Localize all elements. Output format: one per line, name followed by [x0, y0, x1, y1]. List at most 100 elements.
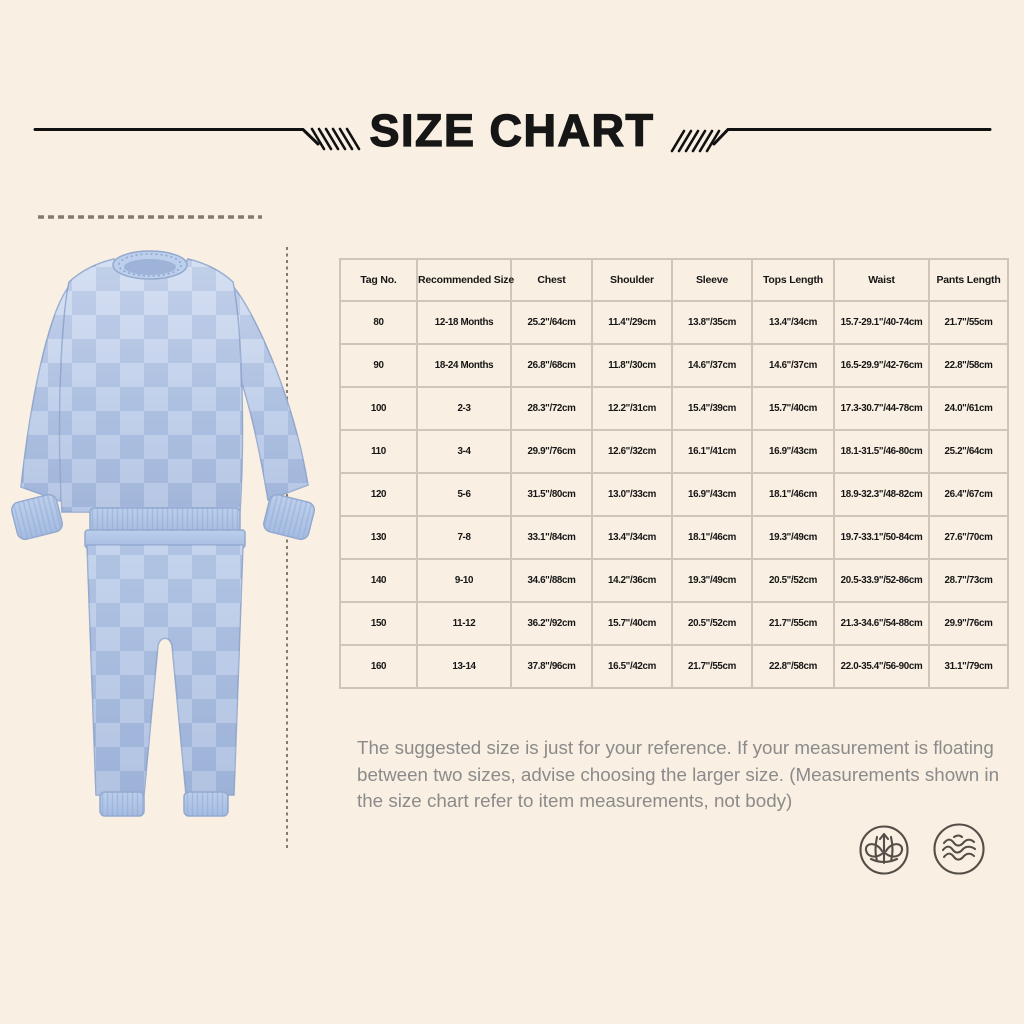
table-cell: 150 [339, 601, 418, 646]
table-cell: 5-6 [416, 472, 512, 517]
table-cell: 160 [339, 644, 418, 689]
table-cell: 80 [339, 300, 418, 345]
pajama-pants [86, 544, 244, 796]
table-cell: 16.5-29.9"/42-76cm [833, 343, 930, 388]
column-header: Shoulder [591, 258, 673, 302]
table-cell: 21.3-34.6"/54-88cm [833, 601, 930, 646]
table-cell: 7-8 [416, 515, 512, 560]
table-row: 110 3-4 29.9"/76cm 12.6"/32cm 16.1"/41cm 16.9… [339, 429, 1009, 474]
table-cell: 25.2"/64cm [510, 300, 593, 345]
table-row: 120 5-6 31.5"/80cm 13.0"/33cm 16.9"/43cm 18.1… [339, 472, 1009, 517]
table-row: 130 7-8 33.1"/84cm 13.4"/34cm 18.1"/46cm 19.3… [339, 515, 1009, 560]
column-header: Tops Length [751, 258, 835, 302]
sleeve-cuffs [11, 493, 315, 541]
column-header: Tag No. [339, 258, 418, 302]
table-cell: 22.8"/58cm [928, 343, 1009, 388]
table-cell: 20.5-33.9"/52-86cm [833, 558, 930, 603]
table-cell: 16.9"/43cm [671, 472, 753, 517]
table-cell: 31.1"/79cm [928, 644, 1009, 689]
table-cell: 13.4"/34cm [751, 300, 835, 345]
table-cell: 15.7"/40cm [751, 386, 835, 431]
table-row: 80 12-18 Months 25.2"/64cm 11.4"/29cm 13.8"/… [339, 300, 1009, 345]
table-cell: 110 [339, 429, 418, 474]
ribbed-collar [112, 250, 188, 280]
table-cell: 19.3"/49cm [671, 558, 753, 603]
table-row: 140 9-10 34.6"/88cm 14.2"/36cm 19.3"/49cm 20.… [339, 558, 1009, 603]
table-cell: 37.8"/96cm [510, 644, 593, 689]
table-cell: 25.2"/64cm [928, 429, 1009, 474]
table-cell: 130 [339, 515, 418, 560]
size-note: The suggested size is just for your refe… [357, 737, 1000, 812]
table-cell: 19.3"/49cm [751, 515, 835, 560]
table-cell: 12-18 Months [416, 300, 512, 345]
size-table: Tag No. Recommended Size Chest Shoulder Slee… [339, 258, 1009, 689]
table-header-row: Tag No. Recommended Size Chest Shoulder Slee… [339, 258, 1009, 302]
table-cell: 14.2"/36cm [591, 558, 673, 603]
pants-cuffs [99, 791, 229, 817]
table-cell: 19.7-33.1"/50-84cm [833, 515, 930, 560]
table-cell: 2-3 [416, 386, 512, 431]
table-cell: 14.6"/37cm [751, 343, 835, 388]
table-cell: 29.9"/76cm [510, 429, 593, 474]
page-title: SIZE CHART [369, 105, 655, 156]
table-cell: 120 [339, 472, 418, 517]
table-cell: 22.0-35.4"/56-90cm [833, 644, 930, 689]
table-cell: 13.0"/33cm [591, 472, 673, 517]
table-cell: 21.7"/55cm [928, 300, 1009, 345]
table-cell: 13.8"/35cm [671, 300, 753, 345]
table-cell: 36.2"/92cm [510, 601, 593, 646]
table-cell: 17.3-30.7"/44-78cm [833, 386, 930, 431]
table-cell: 140 [339, 558, 418, 603]
table-cell: 16.9"/43cm [751, 429, 835, 474]
pajama-sleeves [20, 281, 309, 503]
table-row: 90 18-24 Months 26.8"/68cm 11.8"/30cm 14.6"/… [339, 343, 1009, 388]
column-header: Chest [510, 258, 593, 302]
hem-and-waistband [84, 507, 246, 549]
table-cell: 26.4"/67cm [928, 472, 1009, 517]
column-header: Recommended Size [416, 258, 514, 302]
table-cell: 22.8"/58cm [751, 644, 835, 689]
pajama-set-illustration [11, 215, 315, 849]
table-cell: 24.0"/61cm [928, 386, 1009, 431]
table-cell: 18.1"/46cm [751, 472, 835, 517]
header-ornament [33, 127, 992, 153]
table-cell: 21.7"/55cm [671, 644, 753, 689]
table-cell: 28.3"/72cm [510, 386, 593, 431]
knot-icon [859, 825, 909, 875]
table-cell: 16.5"/42cm [591, 644, 673, 689]
left-ornament-line [33, 127, 361, 151]
table-row: 160 13-14 37.8"/96cm 16.5"/42cm 21.7"/55cm 22… [339, 644, 1009, 689]
table-cell: 18.1"/46cm [671, 515, 753, 560]
table-cell: 20.5"/52cm [671, 601, 753, 646]
table-cell: 3-4 [416, 429, 512, 474]
table-cell: 18.9-32.3"/48-82cm [833, 472, 930, 517]
table-cell: 12.2"/31cm [591, 386, 673, 431]
table-cell: 28.7"/73cm [928, 558, 1009, 603]
product-image [0, 195, 340, 863]
table-cell: 11.4"/29cm [591, 300, 673, 345]
table-cell: 33.1"/84cm [510, 515, 593, 560]
table-cell: 21.7"/55cm [751, 601, 835, 646]
table-cell: 29.9"/76cm [928, 601, 1009, 646]
table-cell: 100 [339, 386, 418, 431]
table-row: 150 11-12 36.2"/92cm 15.7"/40cm 20.5"/52cm 21… [339, 601, 1009, 646]
table-cell: 11.8"/30cm [591, 343, 673, 388]
table-cell: 9-10 [416, 558, 512, 603]
table-cell: 16.1"/41cm [671, 429, 753, 474]
table-cell: 11-12 [416, 601, 512, 646]
table-cell: 15.7"/40cm [591, 601, 673, 646]
table-cell: 90 [339, 343, 418, 388]
table-row: 100 2-3 28.3"/72cm 12.2"/31cm 15.4"/39cm 15.7… [339, 386, 1009, 431]
table-cell: 31.5"/80cm [510, 472, 593, 517]
column-header: Waist [833, 258, 930, 302]
table-cell: 15.4"/39cm [671, 386, 753, 431]
column-header: Pants Length [928, 258, 1009, 302]
column-header: Sleeve [671, 258, 753, 302]
table-cell: 20.5"/52cm [751, 558, 835, 603]
right-ornament-line [670, 128, 992, 153]
table-cell: 14.6"/37cm [671, 343, 753, 388]
table-cell: 13-14 [416, 644, 512, 689]
table-cell: 18-24 Months [416, 343, 512, 388]
table-cell: 27.6"/70cm [928, 515, 1009, 560]
table-cell: 12.6"/32cm [591, 429, 673, 474]
